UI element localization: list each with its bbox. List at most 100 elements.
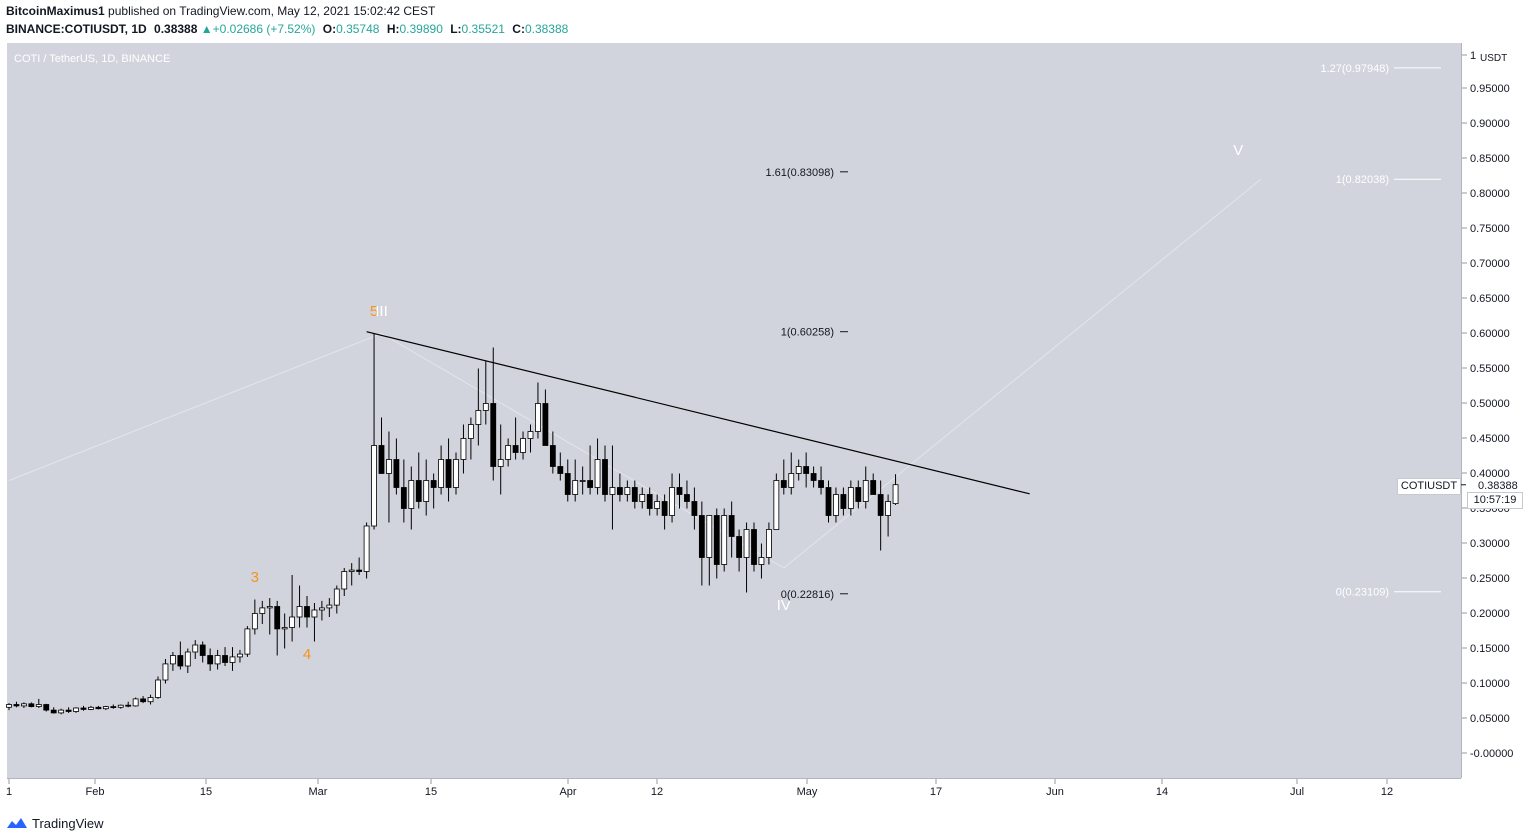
candle-body bbox=[102, 706, 109, 710]
candle-body bbox=[318, 607, 325, 611]
candle-body bbox=[497, 459, 504, 467]
wave-label: 5 bbox=[370, 303, 378, 320]
candle-body bbox=[222, 655, 228, 663]
descending-trendline bbox=[366, 331, 1030, 495]
wave-label: V bbox=[1233, 142, 1243, 159]
x-tick-label: 15 bbox=[200, 786, 212, 798]
candle-body bbox=[706, 515, 713, 558]
candle-body bbox=[631, 487, 638, 502]
candle-body bbox=[751, 529, 757, 565]
candle-body bbox=[698, 515, 705, 558]
candle-body bbox=[803, 466, 810, 474]
symbol-price-tag: COTIUSDT bbox=[1397, 478, 1461, 495]
y-tick-label: 0.40000 bbox=[1470, 468, 1510, 480]
fib-level-label: 0(0.23109) bbox=[1336, 587, 1389, 599]
candle-body bbox=[289, 616, 296, 628]
wave-label: 3 bbox=[251, 569, 259, 586]
candle-body bbox=[862, 480, 869, 502]
time-axis[interactable] bbox=[7, 778, 1461, 804]
y-tick-label: 0.60000 bbox=[1470, 328, 1510, 340]
wave-label: IV bbox=[777, 597, 791, 614]
wave-label: III bbox=[375, 303, 388, 320]
low-label: L: bbox=[450, 22, 462, 36]
candle-body bbox=[602, 459, 608, 495]
candle-body bbox=[415, 480, 422, 502]
candle-body bbox=[818, 480, 824, 488]
price-axis[interactable] bbox=[1461, 43, 1530, 778]
candle-body bbox=[453, 459, 459, 488]
candle-body bbox=[155, 679, 161, 698]
candle-body bbox=[795, 466, 802, 474]
candle-body bbox=[460, 438, 467, 460]
candle-body bbox=[147, 697, 154, 703]
candle-body bbox=[177, 655, 184, 667]
candle-body bbox=[378, 445, 385, 474]
candle-body bbox=[661, 501, 668, 516]
candle-body bbox=[20, 703, 27, 707]
candle-body bbox=[140, 698, 147, 703]
tradingview-logo[interactable]: TradingView bbox=[6, 814, 104, 832]
candle-body bbox=[192, 644, 199, 653]
candle-body bbox=[28, 703, 35, 707]
y-tick-label: 0.05000 bbox=[1470, 713, 1510, 725]
candle-body bbox=[341, 571, 348, 590]
candle-body bbox=[713, 515, 720, 565]
publish-info: BitcoinMaximus1 published on TradingView… bbox=[6, 4, 435, 18]
candle-body bbox=[788, 473, 795, 488]
y-tick-label: 0.20000 bbox=[1470, 608, 1510, 620]
candle-body bbox=[520, 438, 526, 453]
y-tick-label: 0.75000 bbox=[1470, 223, 1510, 235]
published-text: published on TradingView.com, May 12, 20… bbox=[108, 4, 436, 18]
y-tick-label: -0.00000 bbox=[1470, 748, 1513, 760]
x-tick-label: Jun bbox=[1046, 786, 1064, 798]
candle-body bbox=[467, 424, 474, 439]
chart-symbol-label: COTI / TetherUS, 1D, BINANCE bbox=[14, 53, 171, 65]
candle-body bbox=[386, 459, 392, 474]
candle-body bbox=[445, 459, 452, 488]
candle-body bbox=[43, 704, 50, 711]
candle-body bbox=[549, 445, 556, 467]
candle-body bbox=[304, 606, 310, 618]
fib-level-label: 1(0.60258) bbox=[781, 327, 834, 339]
candle-body bbox=[564, 473, 571, 495]
fib-level-label: 1.27(0.97948) bbox=[1321, 63, 1390, 75]
candle-body bbox=[639, 494, 646, 502]
candle-body bbox=[73, 707, 79, 712]
candle-body bbox=[356, 569, 363, 572]
candle-body bbox=[758, 557, 765, 565]
candle-body bbox=[229, 656, 236, 663]
y-tick-label: 0.80000 bbox=[1470, 188, 1510, 200]
fib-level-label: 1.61(0.83098) bbox=[766, 167, 835, 179]
candle-body bbox=[572, 480, 579, 495]
candle-body bbox=[535, 403, 541, 432]
candle-body bbox=[505, 445, 512, 460]
x-tick-label: Jul bbox=[1290, 786, 1304, 798]
candle-body bbox=[244, 628, 251, 655]
candle-body bbox=[251, 613, 258, 630]
candle-body bbox=[617, 487, 623, 495]
candle-body bbox=[430, 480, 437, 488]
candle-body bbox=[557, 466, 564, 474]
chart-plot-area[interactable] bbox=[7, 43, 1461, 778]
y-tick-label: 0.30000 bbox=[1470, 538, 1510, 550]
candle-body bbox=[646, 494, 653, 509]
candle-body bbox=[654, 501, 661, 509]
y-tick-label: 0.70000 bbox=[1470, 258, 1510, 270]
y-tick-label: 0.65000 bbox=[1470, 293, 1510, 305]
price-change: +0.02686 (+7.52%) bbox=[212, 22, 316, 36]
candle-body bbox=[512, 445, 519, 453]
candle-body bbox=[408, 480, 415, 509]
candle-body bbox=[274, 606, 281, 630]
candle-body bbox=[542, 403, 549, 446]
candle-body bbox=[162, 663, 169, 681]
candle-body bbox=[88, 706, 94, 710]
candle-body bbox=[721, 515, 728, 565]
high-label: H: bbox=[386, 22, 400, 36]
candle-body bbox=[736, 536, 742, 558]
open-value: 0.35748 bbox=[336, 22, 380, 36]
candle-body bbox=[132, 698, 139, 707]
y-axis-unit: USDT bbox=[1480, 53, 1507, 64]
author-name[interactable]: BitcoinMaximus1 bbox=[6, 4, 105, 18]
x-tick-label: 12 bbox=[651, 786, 663, 798]
